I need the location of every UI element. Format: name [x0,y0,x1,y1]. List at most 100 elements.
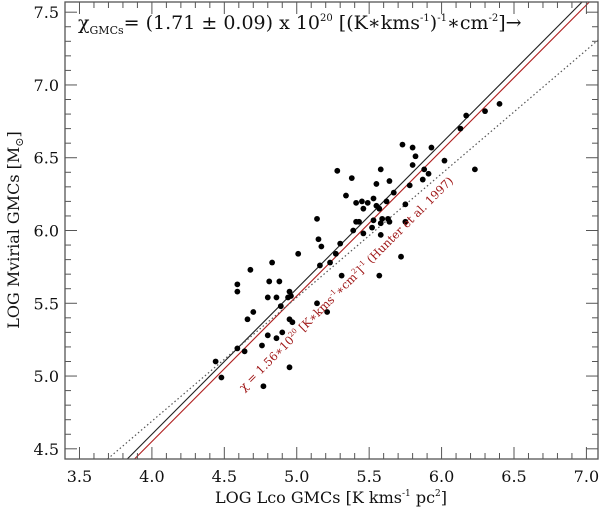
x-tick-label: 6.5 [501,467,526,486]
data-point [260,383,267,390]
data-point [212,358,219,365]
data-point [250,309,257,315]
data-point [289,319,296,326]
y-tick-label: 4.5 [34,440,59,459]
data-point [377,220,384,227]
data-point [286,364,293,371]
x-tick-label: 4.5 [212,467,237,486]
data-point [315,236,322,243]
data-point [285,294,291,301]
data-point [314,215,320,222]
data-point [218,374,225,381]
x-tick-label: 5.0 [284,467,309,486]
y-tick-label: 7.0 [34,76,59,95]
data-point [383,198,390,205]
annotation-part: = (1.71 ± 0.09) x 10 [123,12,321,34]
data-point [334,167,341,174]
x-axis-title: LOG Lco GMCs [K kms-1 pc2] [215,488,447,507]
data-point [390,189,397,196]
data-point [247,266,254,273]
data-point [457,125,464,132]
data-point [295,250,302,257]
data-point [379,215,386,222]
data-point [343,192,349,199]
data-points [212,100,503,390]
data-point [376,205,383,212]
data-point [277,303,284,310]
data-point [273,335,280,342]
data-point [369,224,375,231]
data-point [264,332,271,339]
data-point [234,288,241,295]
annotation-part: -1 [437,13,447,24]
line-fit-chi-GMCs [126,2,583,459]
annotation-part: [(K∗kms [332,12,421,34]
annotation-part: ∗cm [446,12,489,34]
data-point [266,278,273,285]
data-point [360,205,367,212]
data-point [386,218,393,225]
data-point [324,309,331,315]
data-point [402,218,409,225]
data-point [359,198,365,205]
data-point [259,342,265,349]
data-point [244,316,251,323]
data-point [318,243,325,250]
data-point [317,262,323,269]
data-point [234,345,241,352]
y-tick-label: 6.5 [34,149,59,168]
line-dotted-relation [106,39,598,459]
data-point [386,178,393,184]
data-point [482,108,488,115]
data-point [377,231,384,238]
data-point [370,195,377,202]
annotation-part: GMCs [89,24,124,37]
annotation-part: ) [429,12,438,34]
chi-gmcs-annotation: χGMCs= (1.71 ± 0.09) x 1020 [(K∗kms-1)-1… [78,12,522,37]
data-point [286,288,293,295]
data-point [353,199,360,206]
annotation-part: 20 [320,13,333,24]
data-point [496,100,503,107]
data-point [360,230,367,237]
data-point [327,259,333,266]
data-point [364,199,371,206]
axis-ticks: 3.5 4.0 4.5 5.0 5.5 6.0 6.5 7.0 4.5 5.0 5.5 6.0 6.5 7… [34,2,599,486]
annotation-part: χ [78,12,90,34]
y-tick-label: 5.5 [34,294,59,313]
data-point [402,201,409,208]
x-tick-label: 5.5 [356,467,381,486]
x-tick-label: 7.0 [574,467,599,486]
data-point [276,278,283,285]
data-point [425,170,432,177]
data-point [269,259,276,266]
data-point [264,294,271,301]
data-point [279,329,286,336]
data-point [370,217,377,224]
data-point [376,272,383,279]
data-point [398,253,404,260]
y-tick-label: 7.5 [34,3,59,22]
data-point [373,181,380,187]
x-tick-label: 4.0 [139,467,164,486]
data-point [471,166,478,173]
data-point [377,166,384,173]
data-point [409,144,416,151]
data-point [338,272,345,279]
data-point [421,166,428,173]
data-point [409,162,416,168]
data-point [441,157,448,164]
data-point [399,141,406,148]
annotation-part: -2 [488,13,499,24]
data-point [412,153,419,160]
data-point [350,227,357,234]
data-point [314,300,320,307]
x-tick-label: 3.5 [67,467,92,486]
data-point [428,144,435,151]
data-point [337,240,344,247]
data-point [356,218,362,225]
data-point [348,175,355,182]
data-point [241,348,248,355]
